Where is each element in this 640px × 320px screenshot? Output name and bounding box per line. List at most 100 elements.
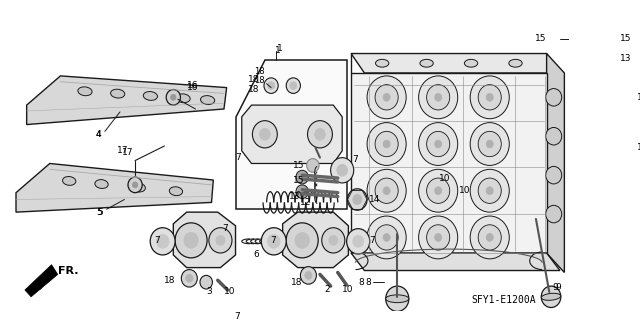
Circle shape <box>260 128 270 140</box>
Circle shape <box>315 128 325 140</box>
Text: 1: 1 <box>275 46 280 55</box>
Circle shape <box>181 269 197 287</box>
Ellipse shape <box>78 87 92 96</box>
Circle shape <box>308 121 332 148</box>
Ellipse shape <box>111 89 125 98</box>
Circle shape <box>383 187 390 195</box>
Circle shape <box>435 93 442 101</box>
Ellipse shape <box>386 295 409 303</box>
Circle shape <box>470 216 509 259</box>
Text: 8: 8 <box>358 278 364 287</box>
Circle shape <box>331 158 354 183</box>
Circle shape <box>546 89 562 106</box>
Text: 9: 9 <box>553 283 559 292</box>
Text: 7: 7 <box>222 224 228 233</box>
Circle shape <box>486 140 493 148</box>
Circle shape <box>419 76 458 119</box>
Circle shape <box>128 177 142 193</box>
Circle shape <box>435 187 442 195</box>
Text: 1: 1 <box>277 44 283 53</box>
Circle shape <box>589 143 598 153</box>
Ellipse shape <box>541 293 561 300</box>
Circle shape <box>268 82 275 90</box>
Text: 18: 18 <box>248 75 260 84</box>
Ellipse shape <box>170 187 182 196</box>
Circle shape <box>348 189 367 210</box>
Text: 10: 10 <box>459 186 470 195</box>
Circle shape <box>300 267 316 284</box>
Polygon shape <box>547 53 564 272</box>
Circle shape <box>427 85 450 110</box>
Text: 14: 14 <box>637 143 640 152</box>
Polygon shape <box>173 212 236 268</box>
Polygon shape <box>242 105 342 164</box>
Circle shape <box>175 223 207 258</box>
Circle shape <box>200 276 212 289</box>
Text: 15: 15 <box>292 176 304 185</box>
Circle shape <box>295 233 309 248</box>
Circle shape <box>166 90 180 105</box>
Text: 17: 17 <box>122 148 133 157</box>
Circle shape <box>296 170 308 184</box>
Circle shape <box>546 205 562 223</box>
Text: 3: 3 <box>206 287 212 296</box>
Circle shape <box>156 235 169 248</box>
Text: 18: 18 <box>254 76 265 85</box>
Circle shape <box>427 225 450 250</box>
Circle shape <box>478 225 501 250</box>
Circle shape <box>353 195 362 204</box>
Circle shape <box>367 123 406 165</box>
Text: 12: 12 <box>300 198 311 207</box>
Text: 18: 18 <box>291 278 302 287</box>
Text: 5: 5 <box>98 208 104 217</box>
Text: 6: 6 <box>253 251 259 260</box>
Text: 2: 2 <box>324 285 330 294</box>
Circle shape <box>367 169 406 212</box>
Text: FR.: FR. <box>58 266 78 276</box>
Text: 14: 14 <box>369 195 380 204</box>
Circle shape <box>375 85 398 110</box>
Ellipse shape <box>63 177 76 185</box>
Ellipse shape <box>176 94 190 103</box>
Circle shape <box>268 235 280 248</box>
Polygon shape <box>351 53 560 73</box>
Circle shape <box>478 132 501 157</box>
Circle shape <box>580 35 588 43</box>
Polygon shape <box>27 76 227 124</box>
Circle shape <box>478 178 501 204</box>
Circle shape <box>470 169 509 212</box>
Text: 8: 8 <box>366 278 371 287</box>
Text: 15: 15 <box>535 35 547 44</box>
Polygon shape <box>236 60 347 209</box>
Text: 10: 10 <box>342 285 354 294</box>
Text: 16: 16 <box>187 81 198 90</box>
Circle shape <box>329 236 338 245</box>
Circle shape <box>261 228 286 255</box>
Text: 5: 5 <box>96 208 102 217</box>
Circle shape <box>171 94 176 100</box>
Text: 10: 10 <box>439 173 451 183</box>
Ellipse shape <box>420 59 433 67</box>
Circle shape <box>470 123 509 165</box>
Text: 17: 17 <box>116 146 128 155</box>
Circle shape <box>150 228 175 255</box>
Circle shape <box>375 132 398 157</box>
Circle shape <box>209 228 232 253</box>
Circle shape <box>296 185 308 198</box>
Text: 9: 9 <box>556 283 561 292</box>
Ellipse shape <box>132 183 145 192</box>
Ellipse shape <box>465 59 477 67</box>
Circle shape <box>546 127 562 145</box>
Circle shape <box>252 121 277 148</box>
Polygon shape <box>351 253 560 270</box>
Ellipse shape <box>200 96 214 104</box>
Circle shape <box>419 169 458 212</box>
Circle shape <box>132 182 138 188</box>
Polygon shape <box>351 73 547 253</box>
Circle shape <box>307 159 319 172</box>
Circle shape <box>435 234 442 241</box>
Circle shape <box>367 216 406 259</box>
Circle shape <box>305 271 312 279</box>
Text: 7: 7 <box>236 153 241 162</box>
Circle shape <box>383 93 390 101</box>
